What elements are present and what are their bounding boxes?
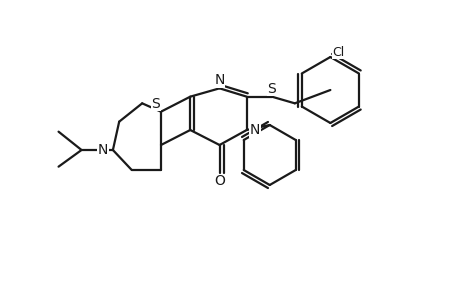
Text: N: N <box>214 73 224 87</box>
Text: Cl: Cl <box>331 46 344 59</box>
Text: S: S <box>151 97 160 111</box>
Text: N: N <box>97 143 108 157</box>
Text: N: N <box>249 123 259 137</box>
Text: O: O <box>213 174 224 188</box>
Text: S: S <box>267 82 275 96</box>
